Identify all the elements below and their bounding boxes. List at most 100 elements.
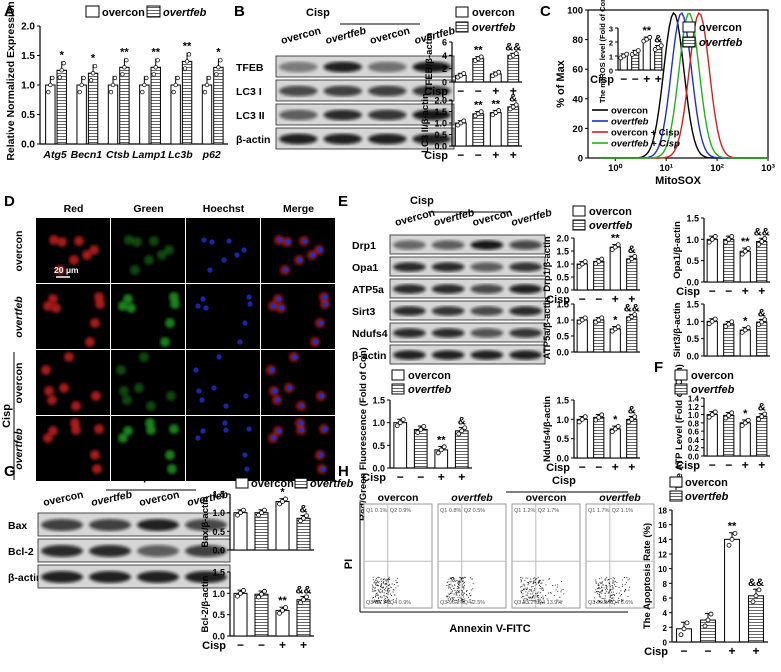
- flow-event: [472, 600, 474, 602]
- chartCinset-ytick-label: 0: [609, 67, 613, 76]
- chartEratio-point: [441, 444, 447, 450]
- chart-a-point: [110, 82, 116, 88]
- legend-b-overcon-swatch: [455, 6, 469, 18]
- flow-event: [385, 579, 387, 580]
- flow-event: [455, 602, 457, 604]
- flow-event: [463, 588, 465, 590]
- chartDrp1-ytick-label: 1.5: [556, 247, 569, 257]
- flow-event: [450, 577, 452, 579]
- flow-event: [527, 577, 529, 579]
- chartATP5a-point: [632, 312, 638, 318]
- flow-event: [464, 577, 466, 579]
- flow-event: [382, 586, 384, 588]
- flow-event: [539, 584, 540, 586]
- chartOpa1-treat-sign: +: [742, 284, 749, 298]
- flow-plot-frame: [363, 503, 433, 609]
- blotE-band: [470, 284, 504, 294]
- blotE-row-label: Sirt3: [352, 306, 376, 318]
- flow-event: [611, 591, 612, 593]
- flow-event: [462, 599, 464, 600]
- flow-event: [466, 589, 468, 591]
- flow-event: [537, 594, 538, 596]
- flow-event: [454, 578, 456, 580]
- flow-event: [530, 589, 532, 591]
- micro-cell: [123, 294, 133, 304]
- microscopy-grid: Red Green Hoechst Merge overcon overtfeb overc…: [1, 203, 335, 481]
- flow-event: [597, 583, 599, 585]
- flow-event: [609, 599, 611, 601]
- flow-event: [458, 599, 460, 600]
- chart-a-point: [171, 89, 176, 95]
- flow-event: [621, 599, 623, 600]
- flow-event: [601, 587, 603, 588]
- flow-event: [384, 578, 386, 580]
- flow-event: [533, 579, 535, 581]
- legend-e2-overcon: overcon: [589, 206, 632, 218]
- flow-event: [458, 583, 460, 584]
- flow-event: [598, 594, 600, 595]
- flow-event: [542, 579, 544, 581]
- flow-event: [388, 588, 390, 589]
- chartHapp-ytick-label: 8: [663, 580, 668, 589]
- chartCinset-bar: [642, 38, 651, 71]
- micro-cell: [222, 420, 228, 426]
- chartBcl2-annotation: &&: [296, 585, 312, 597]
- chartBcl2-cisp-label: Cisp: [202, 640, 226, 652]
- micro-cell: [246, 426, 252, 432]
- flow-event: [628, 589, 630, 591]
- flow-event: [596, 591, 598, 593]
- flow-event: [458, 591, 459, 593]
- chartHapp-treat-sign: −: [680, 644, 687, 658]
- micro-col-label: Hoechst: [203, 203, 245, 215]
- flow-event: [529, 597, 531, 599]
- flow-event: [455, 592, 457, 594]
- flow-event: [595, 589, 597, 591]
- flow-event: [555, 589, 557, 591]
- micro-cell-merge-nucleus: [297, 257, 303, 263]
- chartBcl2-bar: [296, 599, 311, 637]
- chartB1-point: [496, 69, 502, 75]
- flow-event: [453, 598, 454, 600]
- flow-event: [388, 584, 390, 586]
- flow-event: [458, 587, 460, 589]
- micro-cell: [196, 388, 202, 394]
- flow-event: [458, 592, 460, 593]
- micro-cell: [223, 427, 229, 433]
- flow-event: [530, 590, 532, 592]
- flow-event: [469, 599, 471, 600]
- chartF-point: [726, 412, 732, 418]
- chart-a-point: [214, 72, 219, 77]
- flow-event: [462, 584, 464, 586]
- flow-event: [528, 583, 530, 585]
- legend-g-overcon: overcon: [251, 478, 294, 490]
- flow-event: [526, 594, 528, 596]
- flow-event: [389, 586, 391, 588]
- chartF-ytick-label: 0.8: [688, 419, 700, 428]
- flow-event: [385, 602, 387, 604]
- chart-c-ylabel: % of Max: [555, 59, 567, 108]
- flow-event: [604, 579, 606, 581]
- chartBcl2-treat-sign: −: [237, 638, 244, 652]
- blotG-lane-label: overcon: [42, 489, 84, 509]
- chartF-ytick-label: 1.2: [688, 403, 700, 412]
- flow-event: [374, 590, 376, 592]
- flow-event: [523, 599, 524, 601]
- flow-event: [557, 584, 559, 586]
- flow-event: [522, 588, 524, 590]
- flow-event: [471, 602, 473, 604]
- flow-event: [380, 583, 382, 585]
- chartB2-ytick-label: 1.5: [434, 107, 447, 117]
- chartNdufs4-point: [615, 423, 621, 429]
- chart-a-category: p62: [202, 149, 221, 161]
- chartNdufs4-treat-sign: −: [595, 460, 602, 474]
- flow-event: [463, 592, 465, 594]
- flow-plot-frame: [585, 503, 655, 609]
- flow-event: [456, 590, 458, 592]
- legend-e2-overtfeb: overtfeb: [589, 220, 633, 232]
- flow-event: [626, 582, 627, 584]
- flow-event: [530, 578, 532, 580]
- flow-event: [603, 587, 605, 589]
